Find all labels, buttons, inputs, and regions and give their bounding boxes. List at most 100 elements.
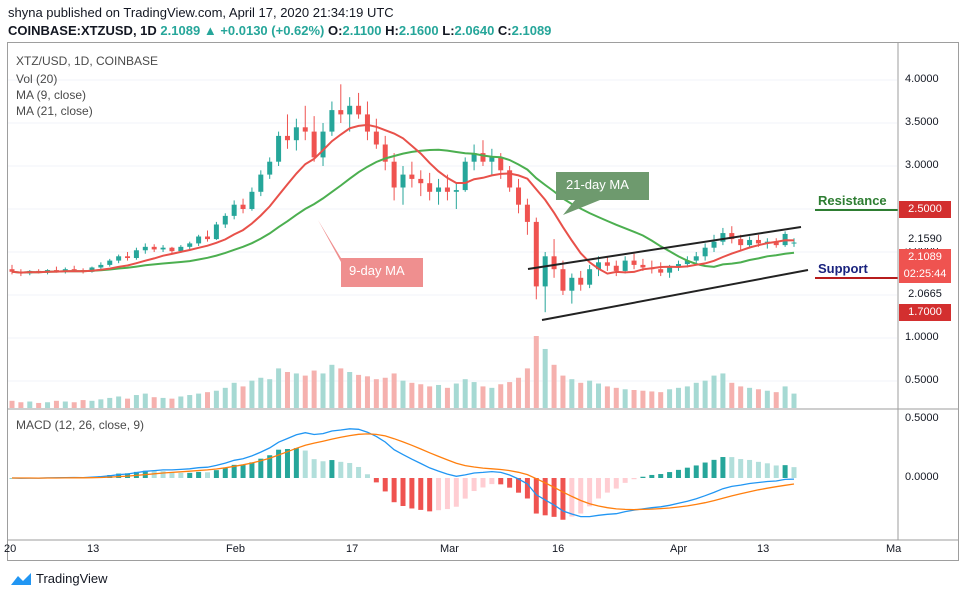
candle-body[interactable]: [613, 265, 619, 271]
candle-body[interactable]: [302, 127, 308, 132]
candle-body[interactable]: [320, 131, 326, 158]
candle-body[interactable]: [489, 157, 495, 162]
candle-body[interactable]: [142, 246, 148, 251]
candle-body[interactable]: [213, 224, 219, 240]
candle-body[interactable]: [400, 174, 406, 188]
candle-body[interactable]: [311, 131, 317, 158]
candle-body[interactable]: [667, 267, 673, 273]
volume-bar: [480, 386, 486, 408]
publish-info: shyna published on TradingView.com, Apri…: [8, 5, 394, 20]
candle-body[interactable]: [258, 174, 264, 192]
macd-histogram-bar: [213, 470, 219, 478]
volume-bar: [400, 380, 406, 408]
candle-body[interactable]: [444, 187, 450, 192]
candle-body[interactable]: [507, 170, 513, 188]
high-label: H:: [385, 23, 399, 38]
candle-body[interactable]: [622, 260, 628, 271]
candle-body[interactable]: [409, 174, 415, 179]
candle-body[interactable]: [587, 269, 593, 285]
candle-body[interactable]: [418, 178, 424, 184]
candle-body[interactable]: [596, 262, 601, 270]
candle-body[interactable]: [151, 246, 157, 250]
macd-histogram-bar: [347, 462, 353, 478]
candle-body[interactable]: [116, 256, 122, 261]
candle-body[interactable]: [462, 161, 468, 191]
candle-body[interactable]: [729, 233, 735, 240]
candle-body[interactable]: [436, 187, 442, 192]
candle-body[interactable]: [604, 262, 610, 266]
candle-body[interactable]: [267, 161, 273, 175]
candle-body[interactable]: [684, 260, 690, 265]
candle-body[interactable]: [169, 247, 175, 252]
candle-body[interactable]: [498, 157, 504, 171]
candle-body[interactable]: [373, 131, 379, 145]
candle-body[interactable]: [533, 221, 539, 287]
footer-brand[interactable]: TradingView: [10, 571, 108, 586]
candle-body[interactable]: [133, 250, 139, 259]
channel-lower-line[interactable]: [541, 269, 809, 321]
candle-body[interactable]: [391, 161, 397, 188]
volume-bar: [658, 392, 664, 408]
candle-body[interactable]: [249, 191, 255, 209]
candle-body[interactable]: [560, 269, 566, 291]
candle-body[interactable]: [231, 204, 237, 216]
candle-body[interactable]: [542, 256, 548, 287]
candle-body[interactable]: [675, 264, 681, 268]
macd-histogram-bar: [240, 464, 246, 478]
candle-body[interactable]: [471, 153, 477, 162]
candle-body[interactable]: [62, 269, 68, 271]
candle-body[interactable]: [693, 256, 699, 261]
candle-body[interactable]: [71, 269, 77, 271]
candle-body[interactable]: [720, 233, 726, 242]
candle-body[interactable]: [222, 215, 228, 225]
candle-body[interactable]: [453, 190, 459, 192]
candle-body[interactable]: [329, 110, 335, 132]
candle-body[interactable]: [747, 239, 753, 246]
candle-body[interactable]: [196, 236, 202, 244]
candle-body[interactable]: [125, 256, 131, 259]
candle-body[interactable]: [702, 247, 708, 257]
candle-body[interactable]: [356, 105, 362, 115]
candle-body[interactable]: [578, 277, 584, 285]
candle-body[interactable]: [427, 183, 433, 192]
candle-body[interactable]: [98, 264, 104, 268]
candle-body[interactable]: [187, 243, 193, 247]
candle-body[interactable]: [658, 269, 664, 273]
candle-body[interactable]: [791, 242, 797, 244]
candle-body[interactable]: [293, 127, 299, 141]
candle-body[interactable]: [347, 105, 353, 115]
candle-body[interactable]: [755, 239, 761, 244]
candle-body[interactable]: [53, 270, 59, 272]
candle-body[interactable]: [738, 239, 744, 246]
volume-bar: [524, 368, 530, 408]
chart-frame[interactable]: [7, 42, 959, 561]
macd-histogram-bar: [356, 466, 362, 478]
candle-body[interactable]: [205, 236, 210, 240]
candle-body[interactable]: [178, 246, 184, 252]
candle-body[interactable]: [480, 153, 486, 162]
ma9-callout-label: 9-day MA: [349, 263, 405, 278]
candle-body[interactable]: [516, 187, 522, 205]
candle-body[interactable]: [640, 264, 646, 268]
candle-body[interactable]: [524, 204, 530, 222]
candle-body[interactable]: [338, 110, 344, 115]
candle-body[interactable]: [160, 247, 166, 250]
candle-body[interactable]: [240, 204, 246, 209]
macd-histogram-bar: [418, 478, 424, 510]
candle-body[interactable]: [382, 144, 388, 162]
volume-bar: [169, 398, 175, 408]
candle-body[interactable]: [551, 256, 557, 270]
candle-body[interactable]: [773, 241, 779, 246]
candle-body[interactable]: [89, 267, 95, 272]
candle-body[interactable]: [9, 269, 15, 272]
candle-body[interactable]: [711, 241, 717, 248]
candle-body[interactable]: [569, 277, 575, 291]
volume-bar: [222, 387, 228, 408]
candle-body[interactable]: [364, 114, 370, 132]
candle-body[interactable]: [107, 260, 113, 265]
candle-body[interactable]: [284, 135, 290, 141]
candle-body[interactable]: [276, 135, 282, 162]
channel-upper-line[interactable]: [527, 226, 802, 270]
candle-body[interactable]: [631, 260, 637, 265]
